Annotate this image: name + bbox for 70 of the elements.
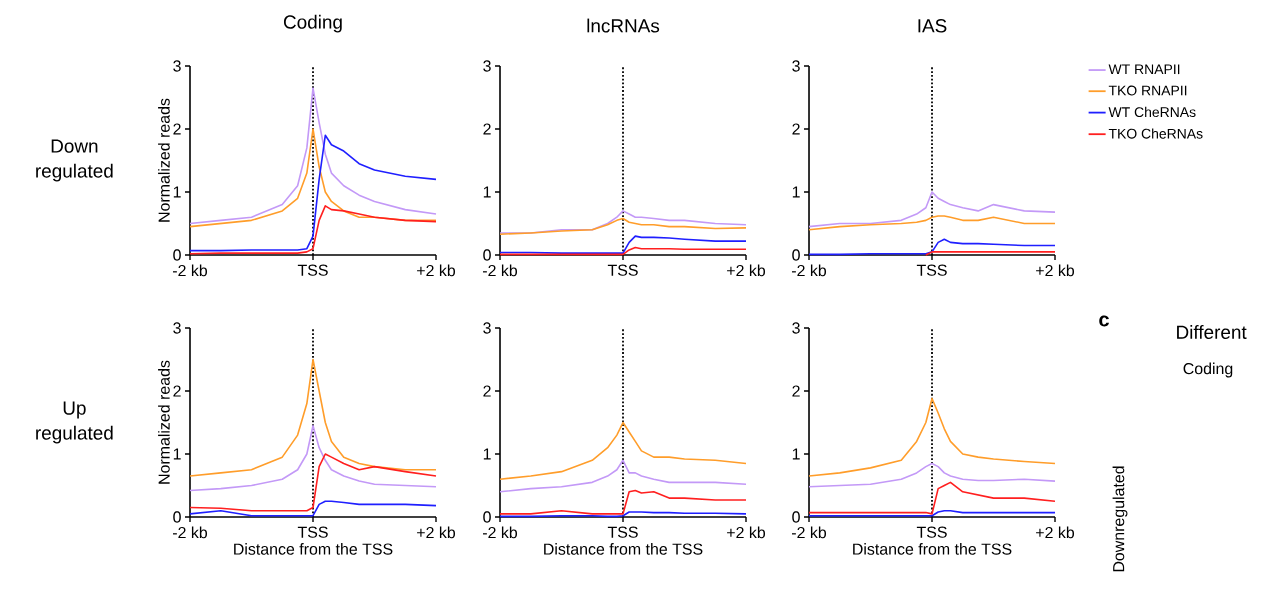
x-tick-label: TSS xyxy=(916,526,947,538)
x-tick-label: +2 kb xyxy=(727,526,766,539)
legend-label: WT RNAPII xyxy=(1108,64,1180,75)
y-tick-label: 0 xyxy=(792,511,800,523)
y-tick-label: 3 xyxy=(173,322,181,334)
text: Downregulated xyxy=(1112,466,1128,572)
y-tick-label: 1 xyxy=(792,448,800,460)
chart-title: lncRNAs xyxy=(587,18,660,33)
x-tick-label: -2 kb xyxy=(791,264,827,277)
x-tick-label: TSS xyxy=(607,526,638,538)
text: Coding xyxy=(1183,362,1233,378)
y-tick-label: 3 xyxy=(483,60,491,72)
y-tick-label: 2 xyxy=(173,123,181,135)
y-tick-label: 3 xyxy=(792,322,800,334)
x-axis-title: Distance from the TSS xyxy=(234,543,393,555)
line-series xyxy=(808,191,1056,228)
x-tick-label: TSS xyxy=(297,264,328,276)
y-tick-label: 1 xyxy=(483,186,491,198)
line-series xyxy=(499,421,747,480)
y-tick-label: 3 xyxy=(173,60,181,72)
y-tick-label: 1 xyxy=(792,186,800,198)
y-tick-label: 0 xyxy=(483,511,491,523)
text: Up regulated xyxy=(36,401,113,444)
x-tick-label: -2 kb xyxy=(791,526,827,539)
x-tick-label: -2 kb xyxy=(172,264,208,277)
y-axis-title: Normalized reads xyxy=(158,98,170,222)
line-series xyxy=(808,215,1056,231)
x-tick-label: TSS xyxy=(297,526,328,538)
line-series xyxy=(808,397,1056,477)
y-tick-label: 0 xyxy=(792,249,800,261)
legend-label: WT CheRNAs xyxy=(1108,106,1196,118)
x-tick-label: -2 kb xyxy=(172,526,208,539)
x-tick-label: +2 kb xyxy=(1036,526,1075,539)
y-tick-label: 1 xyxy=(173,186,181,198)
y-tick-label: 1 xyxy=(483,448,491,460)
text: c xyxy=(1099,315,1109,327)
x-axis-title: Distance from the TSS xyxy=(853,543,1012,555)
line-series xyxy=(808,462,1056,488)
x-tick-label: -2 kb xyxy=(482,264,518,277)
line-series xyxy=(499,210,747,234)
x-tick-label: +2 kb xyxy=(417,526,456,539)
y-tick-label: 0 xyxy=(173,511,181,523)
y-tick-label: 3 xyxy=(792,60,800,72)
y-tick-label: 3 xyxy=(483,322,491,334)
legend-label: TKO CheRNAs xyxy=(1108,128,1203,139)
y-tick-label: 1 xyxy=(173,448,181,460)
x-tick-label: +2 kb xyxy=(1036,264,1075,277)
text: Different xyxy=(1177,325,1247,339)
y-tick-label: 0 xyxy=(173,249,181,261)
x-tick-label: +2 kb xyxy=(417,264,456,277)
y-tick-label: 2 xyxy=(173,385,181,397)
y-axis-title: Normalized reads xyxy=(158,360,170,484)
y-tick-label: 0 xyxy=(483,249,491,261)
text: Down regulated xyxy=(36,139,113,182)
y-tick-label: 2 xyxy=(483,123,491,135)
y-tick-label: 2 xyxy=(792,123,800,135)
line-series xyxy=(189,424,437,492)
x-tick-label: TSS xyxy=(916,264,947,276)
x-tick-label: +2 kb xyxy=(727,264,766,277)
x-tick-label: TSS xyxy=(607,264,638,276)
line-series xyxy=(499,217,747,236)
y-tick-label: 2 xyxy=(792,385,800,397)
y-tick-label: 2 xyxy=(483,385,491,397)
legend-label: TKO RNAPII xyxy=(1108,85,1187,96)
chart-title: Coding xyxy=(283,14,342,33)
x-tick-label: -2 kb xyxy=(482,526,518,539)
x-axis-title: Distance from the TSS xyxy=(544,543,703,555)
line-series xyxy=(189,358,437,477)
line-series xyxy=(189,87,437,225)
chart-title: IAS xyxy=(918,19,947,33)
